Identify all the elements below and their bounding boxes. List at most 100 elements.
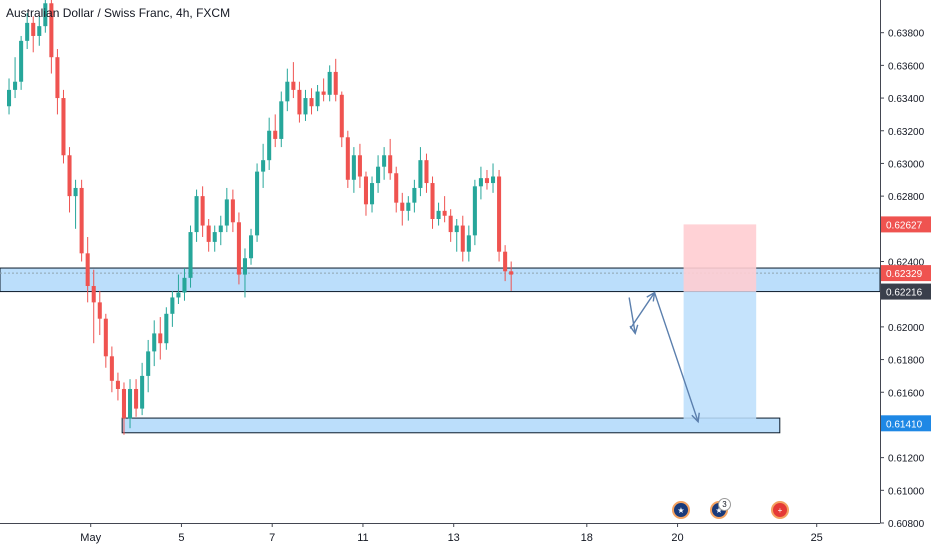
candle-body xyxy=(370,183,375,205)
candle-body xyxy=(146,351,151,376)
candle xyxy=(503,245,508,282)
candle xyxy=(279,91,284,148)
candle xyxy=(13,57,18,99)
candle-body xyxy=(430,183,435,220)
candle xyxy=(242,248,247,298)
candle-body xyxy=(351,155,356,180)
candle-body xyxy=(134,388,139,409)
au-events-icon[interactable]: ★ 3 xyxy=(710,498,731,519)
price-label-text: 0.62216 xyxy=(886,288,923,299)
candle xyxy=(182,268,187,301)
price-axis[interactable]: 0.63800 0.63600 0.63400 0.63200 0.63000 0.628… xyxy=(880,29,925,530)
candle xyxy=(31,16,36,53)
event-count-badge: 3 xyxy=(718,498,731,511)
price-label-red: 0.62329 xyxy=(881,265,931,282)
candle xyxy=(497,169,502,262)
candle-body xyxy=(73,187,78,197)
candle-body xyxy=(61,98,66,156)
candle xyxy=(19,35,24,90)
candle-body xyxy=(200,196,205,226)
candle xyxy=(466,225,471,262)
candle xyxy=(224,187,229,233)
candle xyxy=(339,91,344,148)
projection-arrow-segment xyxy=(628,297,636,334)
price-labels: 0.62627 0.62329 0.62216 0.61410 xyxy=(881,216,931,432)
candle xyxy=(206,219,211,252)
candle xyxy=(255,163,260,242)
candle-body xyxy=(194,196,199,233)
projection-arrow-head xyxy=(646,291,656,302)
candle xyxy=(273,114,278,148)
candle-body xyxy=(85,253,90,287)
stop-loss-zone[interactable] xyxy=(683,224,757,292)
candle-body xyxy=(255,171,260,236)
candle xyxy=(128,379,133,429)
candles-layer xyxy=(7,0,514,435)
candle-body xyxy=(176,292,181,298)
candle-body xyxy=(249,235,254,259)
candle xyxy=(249,228,254,265)
candle-body xyxy=(67,155,72,197)
candle-body xyxy=(188,232,193,278)
candle xyxy=(37,16,42,46)
candle xyxy=(230,189,235,233)
candle xyxy=(491,163,496,193)
candle-body xyxy=(97,302,102,319)
candle xyxy=(25,13,30,50)
candle-body xyxy=(285,81,290,102)
candle-body xyxy=(7,89,12,107)
price-label-red: 0.62627 xyxy=(881,216,931,233)
candle-body xyxy=(491,176,496,184)
candle xyxy=(345,130,350,188)
time-axis[interactable]: May 5 7 11 13 18 20 25 xyxy=(80,523,823,544)
take-profit-zone[interactable] xyxy=(683,291,757,424)
candle xyxy=(194,189,199,242)
candle-body xyxy=(315,91,320,107)
candle-body xyxy=(206,225,211,242)
candle xyxy=(472,179,477,246)
candle xyxy=(454,219,459,252)
candle-body xyxy=(164,313,169,344)
candle xyxy=(412,179,417,213)
candle-body xyxy=(261,160,266,172)
candle-body xyxy=(382,155,387,167)
candle xyxy=(297,81,302,123)
price-label-box xyxy=(881,283,931,300)
candle-body xyxy=(454,225,459,233)
candle-body xyxy=(49,3,54,58)
au-event-icon[interactable]: ★ xyxy=(672,501,690,519)
price-tick-label: 0.62800 xyxy=(888,192,925,203)
time-tick-label: 25 xyxy=(811,532,823,544)
candle xyxy=(382,147,387,180)
candle-body xyxy=(170,297,175,314)
price-tick-label: 0.61200 xyxy=(888,454,925,465)
candle-body xyxy=(291,81,296,90)
ch-event-icon[interactable]: + xyxy=(771,501,789,519)
candle xyxy=(140,362,145,416)
candle-body xyxy=(376,166,381,184)
candle-body xyxy=(484,178,489,184)
candle-body xyxy=(388,155,393,174)
price-tick-label: 0.62000 xyxy=(888,323,925,334)
candle-body xyxy=(236,222,241,275)
candle xyxy=(436,202,441,226)
candle xyxy=(79,179,84,262)
price-label-blue: 0.61410 xyxy=(881,415,931,432)
candle-body xyxy=(212,232,217,242)
candle-body xyxy=(230,199,235,223)
candle-body xyxy=(79,187,84,254)
price-tick-label: 0.63000 xyxy=(888,159,925,170)
time-tick-label: 5 xyxy=(178,532,184,544)
candle xyxy=(333,58,338,102)
candle xyxy=(418,147,423,197)
price-tick-label: 0.62400 xyxy=(888,258,925,269)
candle xyxy=(448,209,453,242)
candle xyxy=(376,155,381,193)
candle xyxy=(170,290,175,327)
candle xyxy=(134,379,139,417)
support-zone[interactable] xyxy=(121,417,781,434)
candle-body xyxy=(140,375,145,409)
candle-body xyxy=(503,251,508,272)
candle-body xyxy=(158,333,163,344)
